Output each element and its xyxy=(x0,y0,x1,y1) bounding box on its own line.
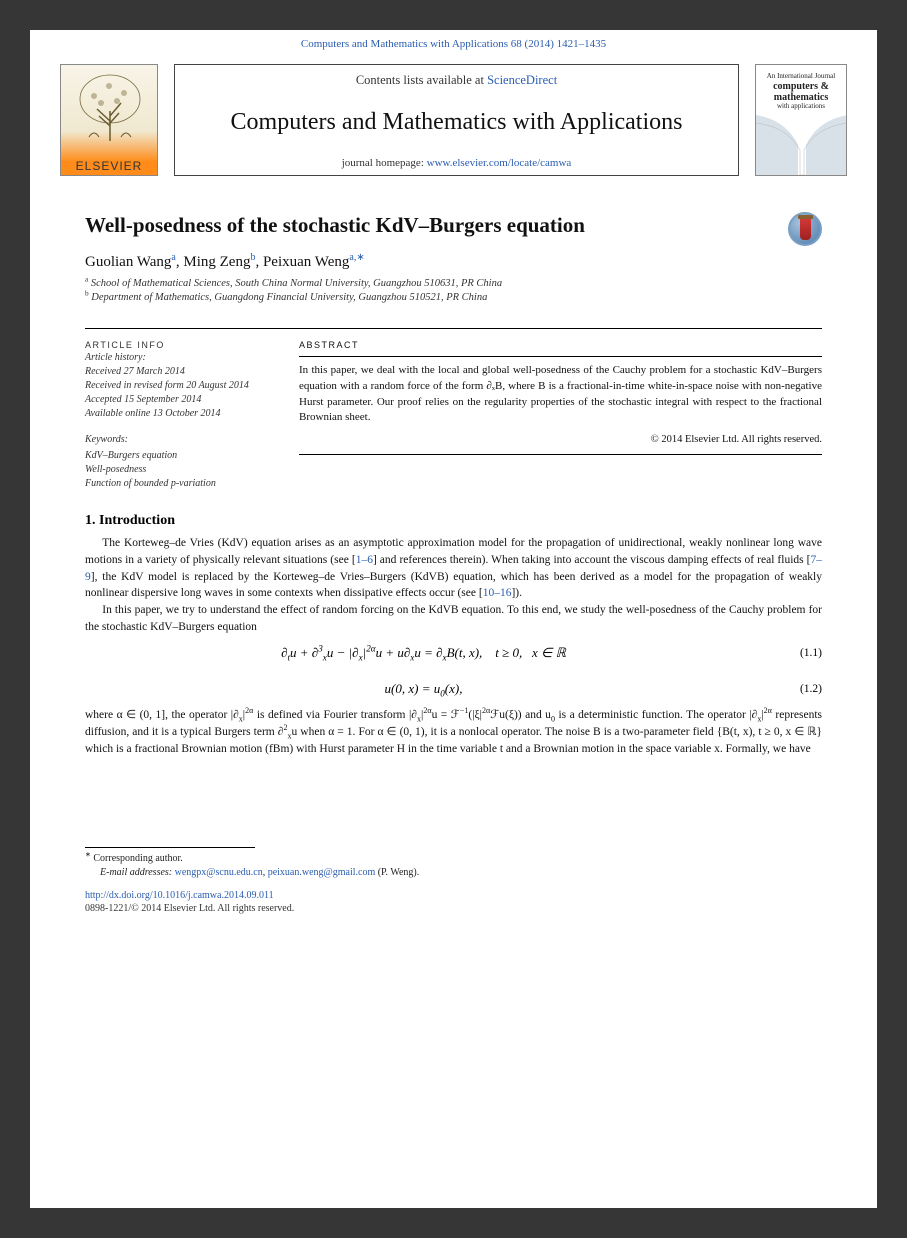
affiliation-line: b Department of Mathematics, Guangdong F… xyxy=(85,291,822,305)
cover-art-icon xyxy=(756,115,847,175)
section-heading: 1. Introduction xyxy=(30,491,877,535)
paragraph: In this paper, we try to understand the … xyxy=(85,602,822,635)
email-line: E-mail addresses: wengpx@scnu.edu.cn, pe… xyxy=(85,866,822,880)
ref-link[interactable]: 1–6 xyxy=(356,554,373,566)
email-link[interactable]: peixuan.weng@gmail.com xyxy=(268,867,376,878)
ref-link[interactable]: 10–16 xyxy=(483,587,512,599)
abstract-column: ABSTRACT In this paper, we deal with the… xyxy=(299,339,822,492)
affiliation-line: a School of Mathematical Sciences, South… xyxy=(85,277,822,291)
keywords-heading: Keywords: xyxy=(85,433,271,447)
keywords-list: KdV–Burgers equation Well-posedness Func… xyxy=(85,449,271,491)
crossmark-badge[interactable] xyxy=(788,212,822,246)
equation-content: u(0, x) = u0(x), xyxy=(85,681,762,697)
article-title: Well-posedness of the stochastic KdV–Bur… xyxy=(85,212,822,238)
meta-abstract-row: ARTICLE INFO Article history: Received 2… xyxy=(30,329,877,492)
equation: ∂tu + ∂3xu − |∂x|2αu + u∂xu = ∂xB(t, x),… xyxy=(30,635,877,671)
paper-page: Computers and Mathematics with Applicati… xyxy=(30,30,877,1208)
homepage-line: journal homepage: www.elsevier.com/locat… xyxy=(342,157,572,169)
article-info-heading: ARTICLE INFO xyxy=(85,339,271,352)
masthead: ELSEVIER Contents lists available at Sci… xyxy=(30,64,877,176)
sciencedirect-link[interactable]: ScienceDirect xyxy=(487,73,557,87)
history-item: Accepted 15 September 2014 xyxy=(85,393,271,407)
keyword: KdV–Burgers equation xyxy=(85,449,271,463)
authors-line: Guolian Wanga, Ming Zengb, Peixuan Wenga… xyxy=(30,238,877,275)
abstract-heading: ABSTRACT xyxy=(299,339,822,352)
contents-prefix: Contents lists available at xyxy=(356,73,487,87)
journal-cover-thumbnail[interactable]: An International Journal computers & mat… xyxy=(755,64,847,176)
body-text: The Korteweg–de Vries (KdV) equation ari… xyxy=(30,535,877,635)
contents-line: Contents lists available at ScienceDirec… xyxy=(356,73,557,88)
running-header: Computers and Mathematics with Applicati… xyxy=(30,30,877,64)
email-prefix: E-mail addresses: xyxy=(100,867,175,878)
cover-big1: computers & xyxy=(760,81,842,92)
email-suffix: (P. Weng). xyxy=(375,867,419,878)
equation-number: (1.2) xyxy=(762,683,822,695)
journal-title: Computers and Mathematics with Applicati… xyxy=(231,101,683,144)
history-item: Received 27 March 2014 xyxy=(85,365,271,379)
copyright-footer: 0898-1221/© 2014 Elsevier Ltd. All right… xyxy=(30,903,877,944)
homepage-link[interactable]: www.elsevier.com/locate/camwa xyxy=(427,157,572,169)
elsevier-tree-icon xyxy=(69,71,151,149)
corresponding-note: ∗ Corresponding author. xyxy=(85,852,822,866)
cover-small-line: An International Journal xyxy=(767,72,835,80)
equation-number: (1.1) xyxy=(762,647,822,659)
history-item: Available online 13 October 2014 xyxy=(85,407,271,421)
article-header: Well-posedness of the stochastic KdV–Bur… xyxy=(30,176,877,238)
history-list: Article history: Received 27 March 2014 … xyxy=(85,351,271,421)
history-label: Article history: xyxy=(85,351,271,365)
abstract-body: In this paper, we deal with the local an… xyxy=(299,363,822,427)
body-text: where α ∈ (0, 1], the operator |∂x|2α is… xyxy=(30,707,877,757)
equation-content: ∂tu + ∂3xu − |∂x|2αu + u∂xu = ∂xB(t, x),… xyxy=(85,645,762,661)
doi-link[interactable]: http://dx.doi.org/10.1016/j.camwa.2014.0… xyxy=(85,890,274,901)
citation-text: Computers and Mathematics with Applicati… xyxy=(301,38,606,50)
elsevier-logo[interactable]: ELSEVIER xyxy=(60,64,158,176)
footnotes: ∗ Corresponding author. E-mail addresses… xyxy=(30,848,877,880)
keyword: Function of bounded p-variation xyxy=(85,477,271,491)
history-item: Received in revised form 20 August 2014 xyxy=(85,379,271,393)
crossmark-icon xyxy=(800,218,811,240)
paragraph: The Korteweg–de Vries (KdV) equation ari… xyxy=(85,535,822,602)
elsevier-brand-text: ELSEVIER xyxy=(61,159,157,173)
abstract-copyright: © 2014 Elsevier Ltd. All rights reserved… xyxy=(299,432,822,447)
meta-column: ARTICLE INFO Article history: Received 2… xyxy=(85,339,271,492)
affiliations: a School of Mathematical Sciences, South… xyxy=(30,275,877,305)
homepage-prefix: journal homepage: xyxy=(342,157,427,169)
paragraph: where α ∈ (0, 1], the operator |∂x|2α is… xyxy=(85,707,822,757)
affil-marker: b xyxy=(250,252,255,263)
equation: u(0, x) = u0(x), (1.2) xyxy=(30,671,877,707)
cover-sub: with applications xyxy=(777,102,825,110)
cover-title: An International Journal computers & mat… xyxy=(760,73,842,110)
keyword: Well-posedness xyxy=(85,463,271,477)
affil-marker: a xyxy=(171,252,175,263)
doi-line: http://dx.doi.org/10.1016/j.camwa.2014.0… xyxy=(30,880,877,903)
abstract-rule xyxy=(299,356,822,357)
corresponding-marker: ∗ xyxy=(356,252,364,263)
email-link[interactable]: wengpx@scnu.edu.cn xyxy=(175,867,263,878)
abstract-rule-bottom xyxy=(299,454,822,455)
masthead-center: Contents lists available at ScienceDirec… xyxy=(174,64,739,176)
